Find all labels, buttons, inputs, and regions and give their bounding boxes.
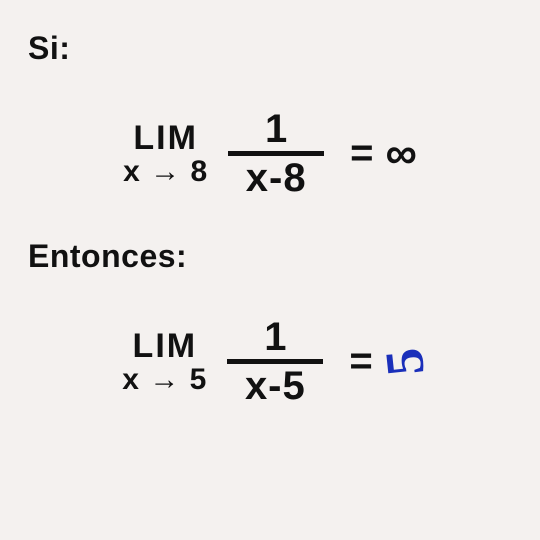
limit-approach-2: x → 5 bbox=[122, 365, 207, 395]
fraction-2: 1 x-5 bbox=[227, 317, 323, 406]
equals-sign-2: = bbox=[349, 339, 372, 384]
limit-word: LIM bbox=[133, 121, 198, 155]
heading-then: Entonces: bbox=[28, 238, 512, 275]
numerator-1: 1 bbox=[261, 109, 291, 151]
denominator-2: x-5 bbox=[245, 364, 306, 406]
limit-block-1: LIM x → 8 bbox=[123, 121, 208, 187]
fraction-1: 1 x-8 bbox=[228, 109, 324, 198]
equation-1: LIM x → 8 1 x-8 = ∞ bbox=[28, 109, 512, 198]
numerator-2: 1 bbox=[260, 317, 290, 359]
heading-if: Si: bbox=[28, 30, 512, 67]
limit-approach-1: x → 8 bbox=[123, 157, 208, 187]
equals-sign-1: = bbox=[350, 131, 373, 176]
equation-2: LIM x → 5 1 x-5 = 5 bbox=[28, 317, 512, 406]
result-handwritten-five: 5 bbox=[372, 345, 436, 378]
limit-block-2: LIM x → 5 bbox=[122, 329, 207, 395]
limit-word: LIM bbox=[133, 329, 198, 363]
denominator-1: x-8 bbox=[246, 156, 307, 198]
result-infinity: ∞ bbox=[386, 129, 417, 179]
math-meme-page: Si: LIM x → 8 1 x-8 = ∞ Entonces: LIM x … bbox=[0, 0, 540, 540]
